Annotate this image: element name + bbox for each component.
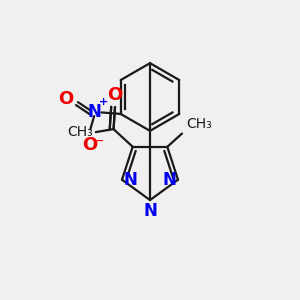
Text: N: N	[87, 103, 101, 121]
Text: CH₃: CH₃	[186, 117, 212, 130]
Text: ⁻: ⁻	[96, 137, 104, 152]
Text: O: O	[107, 86, 123, 104]
Text: N: N	[163, 171, 176, 189]
Text: +: +	[99, 97, 108, 107]
Text: N: N	[124, 171, 137, 189]
Text: O: O	[82, 136, 98, 154]
Text: O: O	[58, 90, 74, 108]
Text: CH₃: CH₃	[67, 125, 93, 139]
Text: N: N	[143, 202, 157, 220]
